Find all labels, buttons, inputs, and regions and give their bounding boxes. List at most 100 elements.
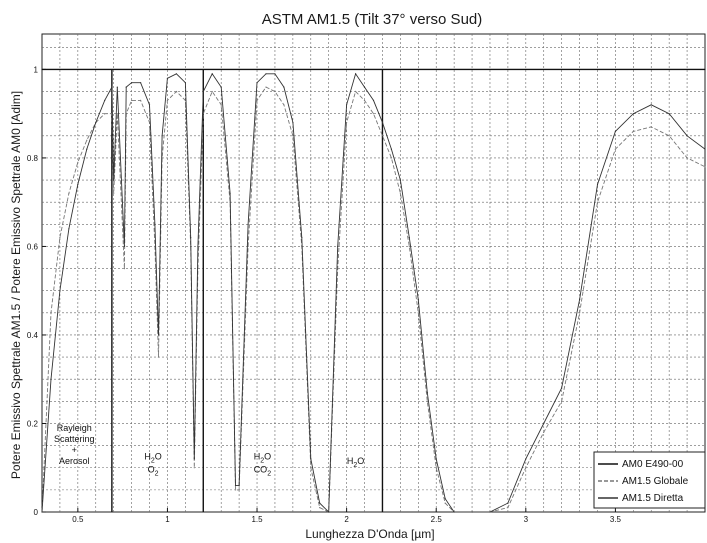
data-point <box>292 135 294 137</box>
data-point <box>292 121 294 124</box>
data-point <box>190 237 192 239</box>
annotation-text: H2O <box>144 452 161 465</box>
data-point <box>111 86 113 88</box>
x-tick-label: 3 <box>524 515 529 524</box>
data-point <box>274 90 276 93</box>
data-point <box>157 356 160 358</box>
data-point <box>41 511 43 513</box>
data-point <box>381 135 384 137</box>
data-point <box>579 312 581 314</box>
data-point <box>525 467 527 469</box>
data-point <box>86 148 88 150</box>
y-tick-label: 0.2 <box>27 419 39 428</box>
chart-title: ASTM AM1.5 (Tilt 37° verso Sud) <box>262 11 483 28</box>
x-tick-label: 1 <box>165 515 170 524</box>
data-point <box>444 502 446 504</box>
data-point <box>614 130 617 132</box>
data-point <box>211 73 213 75</box>
data-point <box>234 484 237 486</box>
legend-label: AM0 E490-00 <box>622 459 684 470</box>
plot-area: 0.5 1 1.5 2 2.5 3 3.5 0 0.2 0.4 0.6 0.8 1 RayleighSca… <box>27 33 706 524</box>
data-point <box>220 86 222 88</box>
data-point <box>408 237 410 239</box>
data-point <box>355 90 357 93</box>
data-point <box>265 73 267 75</box>
data-point <box>310 467 312 469</box>
data-point <box>238 489 240 491</box>
annotation-text: H2O <box>347 456 364 469</box>
x-tick-label: 0.5 <box>72 515 84 524</box>
annotation-text: + <box>72 445 77 455</box>
data-point <box>444 498 446 500</box>
data-point <box>161 135 163 137</box>
x-tick-label: 3.5 <box>610 515 622 524</box>
data-point <box>650 126 652 128</box>
data-point <box>355 73 357 75</box>
data-point <box>50 378 52 380</box>
data-point <box>381 121 384 124</box>
data-point <box>390 157 392 159</box>
data-point <box>154 223 156 225</box>
data-point <box>363 99 366 101</box>
data-point <box>435 467 437 469</box>
data-point <box>86 139 88 141</box>
y-tick-label: 0.6 <box>27 242 39 251</box>
data-point <box>337 245 339 247</box>
data-point <box>426 391 428 394</box>
data-point <box>686 135 688 137</box>
data-point <box>148 104 151 106</box>
y-tick-label: 0.4 <box>27 331 39 340</box>
data-point <box>59 290 61 292</box>
data-point <box>184 82 186 84</box>
data-point <box>104 113 106 115</box>
data-point <box>247 223 249 225</box>
annotation-text: Scattering <box>54 434 95 444</box>
data-point <box>632 130 634 132</box>
data-point <box>256 99 258 101</box>
data-point <box>283 86 285 88</box>
data-point <box>650 104 652 106</box>
series-line <box>41 72 706 514</box>
plot-frame <box>41 33 706 513</box>
data-point <box>104 99 106 101</box>
data-point <box>175 73 177 75</box>
data-point <box>283 104 285 106</box>
data-point <box>507 507 509 509</box>
data-point <box>561 400 563 402</box>
data-point <box>211 90 213 93</box>
data-point <box>372 113 375 115</box>
data-point <box>123 245 125 247</box>
legend: AM0 E490-00 AM1.5 Globale AM1.5 Diretta <box>593 451 706 509</box>
data-point <box>525 458 527 460</box>
x-tick-label: 1.5 <box>251 515 263 524</box>
data-point <box>319 502 321 504</box>
data-point <box>140 82 142 84</box>
data-point <box>131 82 133 84</box>
data-point <box>220 104 222 106</box>
data-point <box>140 99 142 101</box>
data-point <box>116 86 118 88</box>
x-tick-label: 2.5 <box>431 515 443 524</box>
data-point <box>310 458 312 460</box>
data-point <box>301 237 303 239</box>
data-point <box>596 201 599 203</box>
data-point <box>632 113 634 115</box>
data-point <box>704 68 706 70</box>
data-point <box>166 77 168 79</box>
data-point <box>453 511 455 513</box>
data-point <box>319 507 321 509</box>
data-point <box>234 489 237 491</box>
data-point <box>399 192 401 194</box>
data-point <box>614 148 617 150</box>
data-point <box>346 121 348 124</box>
data-point <box>59 237 61 239</box>
data-point <box>166 99 168 101</box>
data-point <box>471 511 473 513</box>
data-point <box>238 484 240 486</box>
data-point <box>193 467 195 469</box>
data-point <box>68 228 70 230</box>
data-point <box>435 458 437 460</box>
data-point <box>68 192 70 194</box>
annotation-text: O2 <box>148 465 159 478</box>
